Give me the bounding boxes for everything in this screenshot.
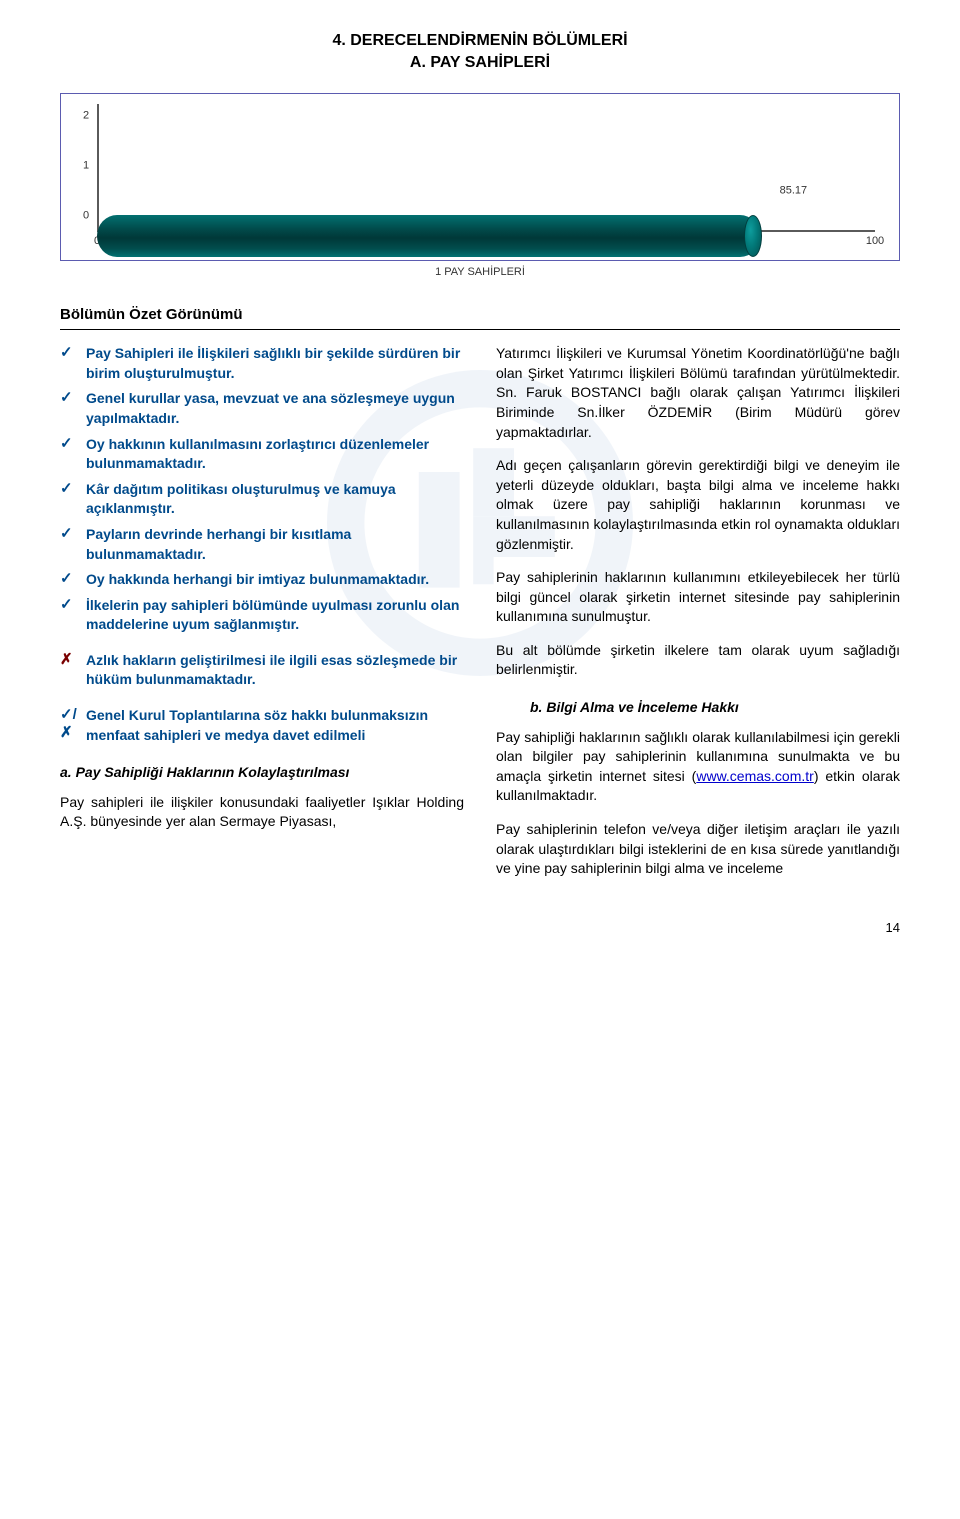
tick-icon: ✓ xyxy=(60,525,86,543)
score-bar xyxy=(97,207,760,257)
subheading-a: a. Pay Sahipliği Haklarının Kolaylaştırı… xyxy=(60,763,464,783)
tick-icon: ✓ xyxy=(60,596,86,614)
left-paragraph-1: Pay sahipleri ile ilişkiler konusundaki … xyxy=(60,793,464,832)
bullet-text: Genel Kurul Toplantılarına söz hakkı bul… xyxy=(86,706,464,745)
ytick-0: 0 xyxy=(83,209,89,224)
bullet-text: Pay Sahipleri ile İlişkileri sağlıklı bi… xyxy=(86,344,464,383)
section-title: Bölümün Özet Görünümü xyxy=(60,304,900,325)
right-paragraph-4: Bu alt bölümde şirketin ilkelere tam ola… xyxy=(496,641,900,680)
bullet-item: ✓Kâr dağıtım politikası oluşturulmuş ve … xyxy=(60,480,464,519)
ytick-2: 2 xyxy=(83,109,89,124)
title-line-1: 4. DERECELENDİRMENİN BÖLÜMLERİ xyxy=(60,30,900,52)
mixed-icon: ✓/✗ xyxy=(60,706,86,742)
negative-bullets: ✗Azlık hakların geliştirilmesi ile ilgil… xyxy=(60,651,464,690)
website-link[interactable]: www.cemas.com.tr xyxy=(696,768,813,784)
bullet-item: ✓Genel kurullar yasa, mevzuat ve ana söz… xyxy=(60,389,464,428)
positive-bullets: ✓Pay Sahipleri ile İlişkileri sağlıklı b… xyxy=(60,344,464,635)
chart-caption: 1 PAY SAHİPLERİ xyxy=(60,265,900,280)
bullet-text: Kâr dağıtım politikası oluşturulmuş ve k… xyxy=(86,480,464,519)
bullet-text: Payların devrinde herhangi bir kısıtlama… xyxy=(86,525,464,564)
tick-icon: ✓ xyxy=(60,344,86,362)
tick-icon: ✓ xyxy=(60,389,86,407)
tick-icon: ✓ xyxy=(60,480,86,498)
bullet-text: Oy hakkında herhangi bir imtiyaz bulunma… xyxy=(86,570,464,590)
subheading-b: b. Bilgi Alma ve İnceleme Hakkı xyxy=(530,698,900,718)
right-paragraph-5: Pay sahipliği haklarının sağlıklı olarak… xyxy=(496,728,900,806)
right-paragraph-1: Yatırımcı İlişkileri ve Kurumsal Yönetim… xyxy=(496,344,900,442)
right-paragraph-3: Pay sahiplerinin haklarının kullanımını … xyxy=(496,568,900,627)
xtick-100: 100 xyxy=(866,234,884,249)
bullet-item: ✗Azlık hakların geliştirilmesi ile ilgil… xyxy=(60,651,464,690)
score-bar-label: 85.17 xyxy=(780,184,808,199)
bullet-item: ✓Oy hakkında herhangi bir imtiyaz bulunm… xyxy=(60,570,464,590)
ytick-1: 1 xyxy=(83,159,89,174)
score-chart: 0 1 2 0 25 50 75 100 85.17 xyxy=(60,93,900,261)
page-number: 14 xyxy=(60,919,900,937)
section-rule xyxy=(60,329,900,330)
tick-icon: ✓ xyxy=(60,435,86,453)
cross-icon: ✗ xyxy=(60,651,86,669)
bullet-text: Genel kurullar yasa, mevzuat ve ana sözl… xyxy=(86,389,464,428)
bullet-text: İlkelerin pay sahipleri bölümünde uyulma… xyxy=(86,596,464,635)
title-line-2: A. PAY SAHİPLERİ xyxy=(60,52,900,74)
bullet-item: ✓Pay Sahipleri ile İlişkileri sağlıklı b… xyxy=(60,344,464,383)
right-paragraph-6: Pay sahiplerinin telefon ve/veya diğer i… xyxy=(496,820,900,879)
bullet-item: ✓/✗Genel Kurul Toplantılarına söz hakkı … xyxy=(60,706,464,745)
bullet-item: ✓Payların devrinde herhangi bir kısıtlam… xyxy=(60,525,464,564)
page-title: 4. DERECELENDİRMENİN BÖLÜMLERİ A. PAY SA… xyxy=(60,30,900,75)
bullet-text: Azlık hakların geliştirilmesi ile ilgili… xyxy=(86,651,464,690)
mixed-bullets: ✓/✗Genel Kurul Toplantılarına söz hakkı … xyxy=(60,706,464,745)
bullet-item: ✓Oy hakkının kullanılmasını zorlaştırıcı… xyxy=(60,435,464,474)
bullet-item: ✓İlkelerin pay sahipleri bölümünde uyulm… xyxy=(60,596,464,635)
right-column: Yatırımcı İlişkileri ve Kurumsal Yönetim… xyxy=(496,344,900,893)
left-column: ✓Pay Sahipleri ile İlişkileri sağlıklı b… xyxy=(60,344,464,893)
bullet-text: Oy hakkının kullanılmasını zorlaştırıcı … xyxy=(86,435,464,474)
right-paragraph-2: Adı geçen çalışanların görevin gerektird… xyxy=(496,456,900,554)
tick-icon: ✓ xyxy=(60,570,86,588)
